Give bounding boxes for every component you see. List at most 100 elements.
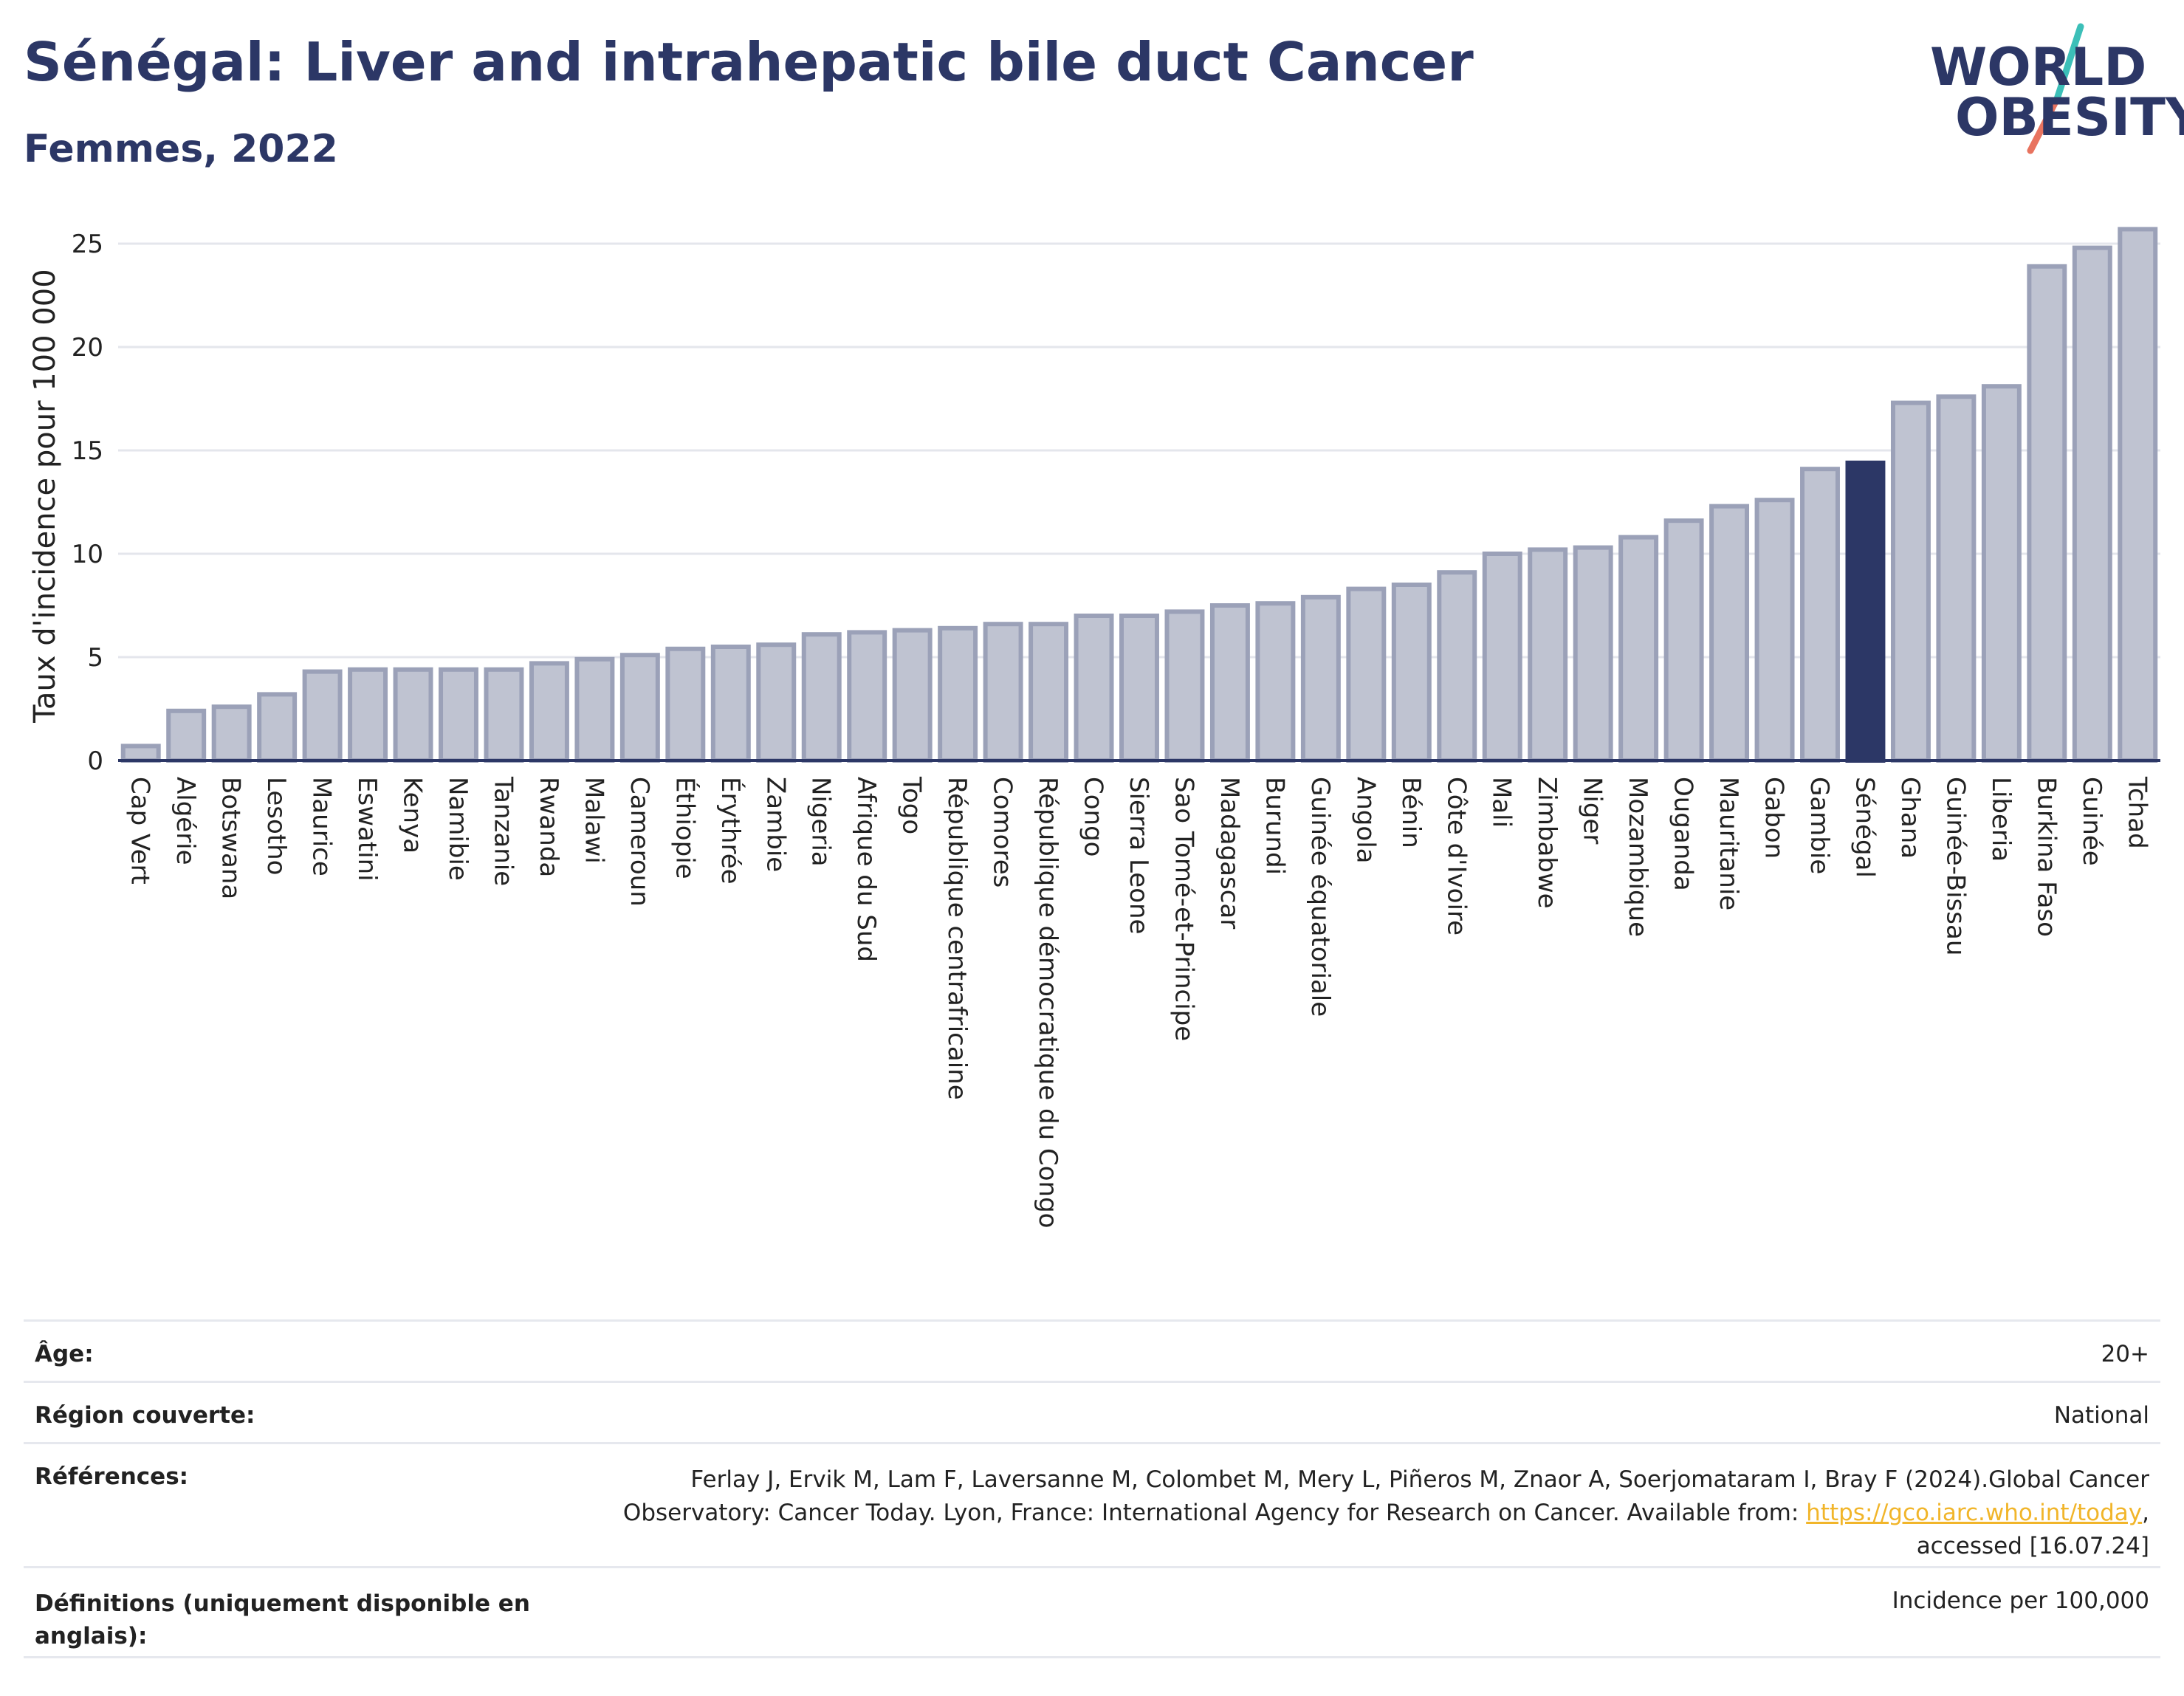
region-label: Région couverte:	[35, 1402, 255, 1429]
info-row-region: Région couverte: National	[24, 1381, 2160, 1442]
bar	[983, 622, 1023, 763]
x-tick-label: Cap Vert	[126, 777, 155, 885]
bar	[1437, 570, 1477, 763]
age-label: Âge:	[35, 1341, 94, 1367]
logo-word-world: WORLD	[1930, 37, 2147, 97]
bar	[1029, 622, 1069, 763]
bar	[1845, 460, 1886, 763]
bar	[393, 667, 433, 763]
x-tick-label: Algérie	[171, 777, 200, 865]
info-row-age: Âge: 20+	[24, 1319, 2160, 1381]
x-tick-label: Niger	[1578, 777, 1607, 844]
bar	[1346, 586, 1387, 763]
x-tick-label: Érythrée	[715, 777, 746, 885]
info-bottom-rule	[24, 1656, 2160, 1658]
bar	[665, 646, 706, 763]
bar	[1800, 467, 1840, 763]
x-tick-label: Nigeria	[806, 777, 836, 867]
bar	[847, 630, 887, 763]
bar	[574, 656, 615, 763]
logo-word-obesity: OBESITY	[1955, 87, 2184, 148]
bar	[1391, 583, 1432, 763]
bar	[1936, 394, 1977, 763]
references-label: Références:	[35, 1463, 189, 1490]
x-tick-label: République centrafricaine	[942, 777, 972, 1100]
bar	[529, 661, 569, 763]
x-tick-label: Afrique du Sud	[851, 777, 881, 962]
references-line-2: Observatory: Cancer Today. Lyon, France:…	[623, 1497, 2149, 1530]
bar	[892, 628, 933, 763]
x-tick-label: Burkina Faso	[2031, 777, 2061, 937]
bar	[1981, 384, 2022, 763]
x-tick-label: Zimbabwe	[1532, 777, 1562, 909]
references-link[interactable]: https://gco.iarc.who.int/today	[1806, 1500, 2143, 1526]
bar	[257, 692, 298, 763]
x-tick-label: Cameroun	[625, 777, 654, 907]
bar	[484, 667, 524, 763]
x-tick-label: Angola	[1350, 777, 1380, 863]
bar	[1754, 498, 1795, 763]
logo-slash-icon	[2027, 23, 2084, 154]
y-tick-label: 20	[72, 333, 103, 363]
y-tick-label: 15	[72, 436, 103, 466]
x-tick-label: Madagascar	[1215, 777, 1244, 929]
bar	[1618, 535, 1659, 763]
x-tick-label: Lesotho	[261, 777, 291, 875]
bar	[1890, 400, 1931, 763]
x-tick-label: Guinée équatoriale	[1305, 777, 1335, 1017]
x-tick-label: Ghana	[1895, 777, 1925, 859]
x-tick-label: Namibie	[443, 777, 473, 881]
x-tick-label: Congo	[1079, 777, 1108, 856]
x-tick-label: Liberia	[1986, 777, 2016, 862]
x-tick-label: Burundi	[1260, 777, 1289, 875]
chart-title: Sénégal: Liver and intrahepatic bile duc…	[24, 31, 1474, 93]
y-tick-label: 25	[72, 230, 103, 259]
bar	[1119, 614, 1159, 763]
bar	[302, 669, 343, 763]
bar	[1573, 545, 1613, 763]
bar	[1074, 614, 1114, 763]
info-row-references: Références: Ferlay J, Ervik M, Lam F, La…	[24, 1442, 2160, 1566]
definitions-value: Incidence per 100,000	[1892, 1587, 2149, 1614]
bar	[1300, 594, 1341, 763]
bar	[1164, 609, 1205, 763]
x-tick-label: Kenya	[398, 777, 427, 854]
bar	[1255, 601, 1296, 763]
x-tick-label: Togo	[897, 776, 927, 834]
x-tick-label: Sao Tomé-et-Principe	[1169, 777, 1198, 1041]
y-tick-label: 10	[72, 540, 103, 569]
world-obesity-logo: WORLD OBESITY	[1927, 22, 2184, 155]
bar	[2027, 264, 2067, 763]
bar	[1663, 518, 1704, 763]
chart-subtitle: Femmes, 2022	[24, 127, 338, 171]
bar	[166, 708, 207, 763]
x-tick-label: Tchad	[2122, 776, 2152, 849]
y-tick-label: 5	[87, 643, 103, 673]
references-line-2-end: ,	[2142, 1500, 2149, 1526]
references-line-3: accessed [16.07.24]	[1916, 1533, 2149, 1559]
x-tick-label: Bénin	[1396, 777, 1426, 848]
bar	[348, 667, 388, 763]
bar	[710, 645, 751, 763]
bar-chart: 0 5 10 15 20 25 Taux d'incidence pour 100 000 C…	[28, 227, 2160, 1228]
x-tick-label: Zambie	[760, 777, 790, 872]
definitions-label-line-1: Définitions (uniquement disponible en	[35, 1590, 530, 1617]
x-tick-label: Malawi	[579, 777, 608, 864]
x-tick-label: Sénégal	[1850, 777, 1879, 878]
x-tick-label: Mauritanie	[1714, 777, 1743, 910]
x-tick-label: Guinée-Bissau	[1940, 777, 1970, 955]
bar	[756, 642, 797, 763]
x-tick-label: Guinée	[2077, 777, 2106, 866]
region-value: National	[2053, 1402, 2149, 1429]
x-tick-label: Sierra Leone	[1124, 777, 1153, 934]
bar	[1209, 603, 1250, 763]
references-value: Ferlay J, Ervik M, Lam F, Laversanne M, …	[623, 1463, 2149, 1563]
y-tick-label: 0	[87, 746, 103, 776]
info-row-definitions: Définitions (uniquement disponible en an…	[24, 1566, 2160, 1657]
bar	[619, 653, 660, 763]
bar	[120, 744, 161, 763]
bar	[801, 632, 842, 763]
bar	[1709, 504, 1750, 763]
age-value: 20+	[2101, 1341, 2149, 1367]
references-line-2-text: Observatory: Cancer Today. Lyon, France:…	[622, 1500, 1807, 1526]
